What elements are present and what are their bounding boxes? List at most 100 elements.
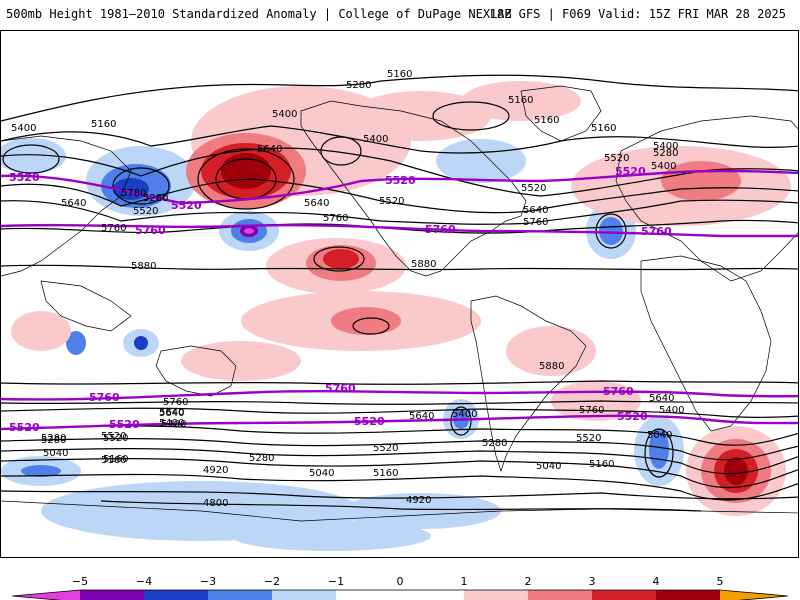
contour-label: 5640	[523, 205, 548, 216]
scale-swatch	[272, 590, 336, 600]
scale-swatch	[592, 590, 656, 600]
scale-label: 3	[588, 575, 596, 588]
coastline-eurasia	[615, 115, 798, 282]
contour-label: 5160	[534, 115, 559, 126]
scale-swatch	[528, 590, 592, 600]
contour-label: 5160	[591, 123, 616, 134]
contour-label: 5640	[159, 408, 184, 419]
scale-label: 1	[460, 575, 468, 588]
anomaly-blob	[231, 521, 431, 551]
closed-contour	[352, 317, 390, 335]
contour-label: 5520	[373, 443, 398, 454]
contour-line	[1, 219, 798, 234]
purple-contour-label: 5760	[603, 385, 634, 398]
purple-contour-5760-north	[1, 223, 798, 238]
contour-line	[1, 74, 798, 122]
purple-contour-label: 5760	[135, 224, 166, 237]
contour-line	[1, 125, 798, 154]
contour-label: 5040	[647, 430, 672, 441]
purple-contour-label: 5520	[109, 418, 140, 431]
anomaly-blob	[436, 139, 526, 183]
contour-label: 5160	[387, 69, 412, 80]
contour-label: 5280	[346, 80, 371, 91]
contour-label: 5280	[482, 438, 507, 449]
contour-label: 5520	[604, 153, 629, 164]
contour-label: 5400	[659, 405, 684, 416]
contour-label: 5760	[323, 213, 348, 224]
contour-label: 5640	[61, 198, 86, 209]
scale-swatch	[336, 590, 400, 600]
scale-label: −4	[135, 575, 153, 588]
contour-label: 5280	[41, 435, 66, 446]
contour-label: 5640	[409, 411, 434, 422]
purple-contour-label: 5760	[641, 225, 672, 238]
scale-label: −5	[71, 575, 89, 588]
contour-label: 5640	[159, 407, 184, 418]
contour-label: 5880	[131, 261, 156, 272]
contour-label: 5520	[521, 183, 546, 194]
scale-label: 2	[524, 575, 532, 588]
anomaly-blob	[66, 331, 86, 355]
scale-label: 0	[396, 575, 404, 588]
scale-outline	[11, 589, 789, 600]
scale-swatch	[208, 590, 272, 600]
scale-label: 4	[652, 575, 660, 588]
contour-label: 4920	[203, 465, 228, 476]
contour-label: 5400	[11, 123, 36, 134]
contour-line	[1, 199, 798, 225]
closed-contour	[2, 144, 60, 174]
contour-label: 5760	[163, 397, 188, 408]
anomaly-blob	[11, 311, 71, 351]
map-title: 500mb Height 1981–2010 Standardized Anom…	[6, 7, 512, 21]
contour-line	[1, 178, 798, 214]
color-scale-legend: −5 −4 −3 −2 −1 0 1 2 3 4 5	[0, 570, 800, 600]
purple-contour-5520-south	[1, 414, 798, 431]
header: 500mb Height 1981–2010 Standardized Anom…	[0, 0, 800, 30]
anomaly-blob	[331, 307, 401, 335]
anomaly-blob	[724, 457, 748, 485]
anomaly-blob	[323, 249, 359, 269]
contour-label: 5280	[143, 193, 168, 204]
anomaly-blob	[221, 153, 271, 189]
contour-line	[1, 448, 798, 475]
model-run-info: 18Z GFS | F069 Valid: 15Z FRI MAR 28 202…	[489, 7, 786, 21]
scale-label: −1	[327, 575, 345, 588]
contour-label: 5400	[653, 141, 678, 152]
purple-contour-5520-north	[1, 169, 798, 205]
purple-contour-label: 5520	[9, 171, 40, 184]
scale-swatch	[80, 590, 144, 600]
coastline-australia	[155, 345, 237, 397]
closed-contour	[320, 136, 362, 166]
contour-line	[1, 438, 798, 461]
purple-contour-label: 5520	[385, 174, 416, 187]
contour-label: 5760	[523, 217, 548, 228]
contour-label: 5400	[159, 418, 184, 429]
anomaly-blob	[134, 336, 148, 350]
closed-contour	[112, 167, 170, 205]
contour-label: 5280	[249, 453, 274, 464]
contour-line	[1, 264, 798, 271]
contour-label: 5400	[272, 109, 297, 120]
contour-line	[100, 500, 702, 512]
contour-line	[1, 380, 798, 385]
anomaly-blob	[244, 228, 254, 234]
purple-contour-labels: 5520 5760 5520 5760 5520 5760 5520 5760 …	[9, 165, 672, 434]
purple-contour-label: 5520	[615, 165, 646, 178]
purple-contour-label: 5520	[617, 410, 648, 423]
purple-contour-label: 5520	[171, 199, 202, 212]
closed-contour	[450, 406, 472, 436]
coastline-greenland	[520, 85, 602, 142]
contour-label: 5040	[309, 468, 334, 479]
contour-label: 5640	[649, 393, 674, 404]
purple-contour-label: 5760	[425, 223, 456, 236]
contour-label: 5400	[452, 409, 477, 420]
contour-label: 5520	[576, 433, 601, 444]
anomaly-map: 5160 5280 5160 5400 5160 5400 5640 5400 …	[1, 69, 798, 551]
coastline-se-asia	[40, 280, 132, 332]
anomaly-blob	[461, 81, 581, 121]
scale-swatch	[656, 590, 720, 600]
coastline-africa	[640, 255, 772, 432]
purple-contour-label: 5520	[354, 415, 385, 428]
contour-label: 5400	[651, 161, 676, 172]
contour-line	[1, 407, 798, 418]
